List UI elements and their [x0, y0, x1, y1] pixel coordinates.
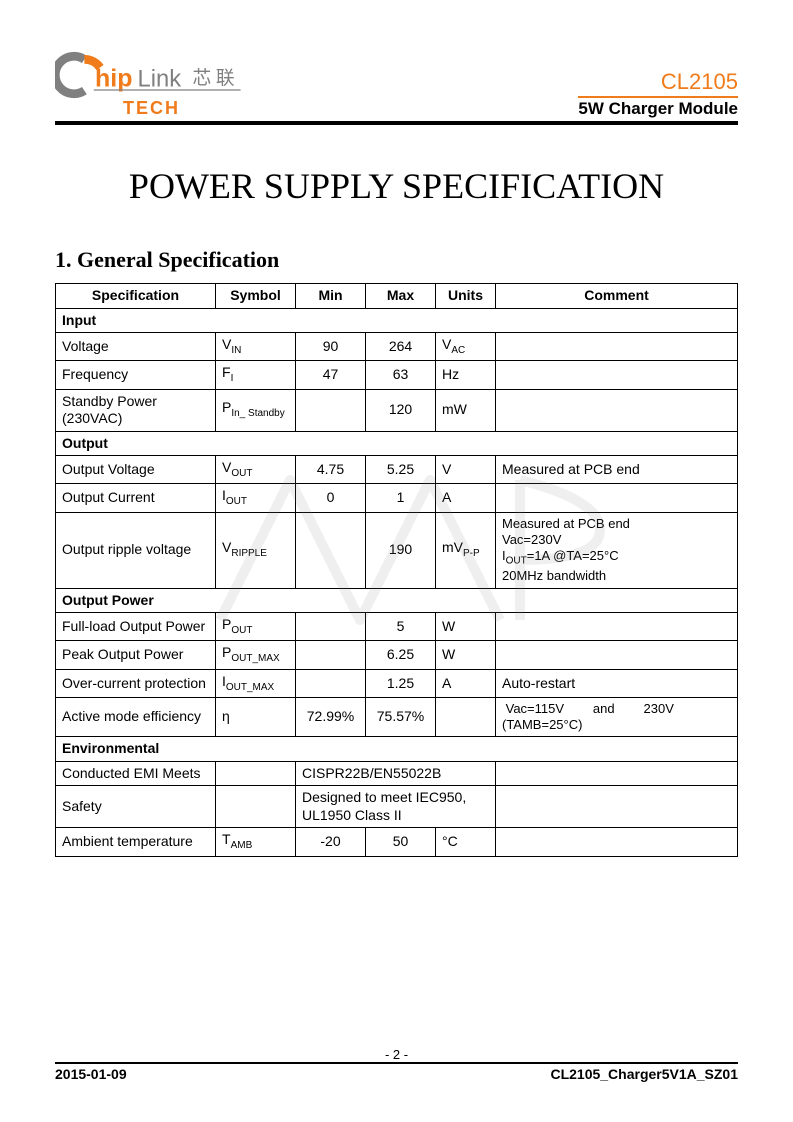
- page-title: POWER SUPPLY SPECIFICATION: [55, 165, 738, 207]
- logo-tech-text: TECH: [123, 98, 245, 119]
- table-row: Output ripple voltageVRIPPLE190mVP-PMeas…: [56, 512, 738, 588]
- footer-date: 2015-01-09: [55, 1066, 127, 1082]
- th-units: Units: [436, 284, 496, 309]
- module-name: 5W Charger Module: [578, 99, 738, 119]
- section-heading: 1. General Specification: [55, 247, 738, 273]
- th-symbol: Symbol: [216, 284, 296, 309]
- svg-text:Link: Link: [138, 65, 182, 92]
- table-row: Active mode efficiencyη72.99%75.57% Vac=…: [56, 697, 738, 737]
- table-row: SafetyDesigned to meet IEC950, UL1950 Cl…: [56, 786, 738, 828]
- table-row: Ambient temperatureTAMB-2050°C: [56, 828, 738, 856]
- table-row: Peak Output PowerPOUT_MAX6.25W: [56, 641, 738, 669]
- th-min: Min: [296, 284, 366, 309]
- th-comment: Comment: [496, 284, 738, 309]
- spec-table: Specification Symbol Min Max Units Comme…: [55, 283, 738, 857]
- table-row: Full-load Output PowerPOUT5W: [56, 613, 738, 641]
- page-footer: 2015-01-09 CL2105_Charger5V1A_SZ01: [55, 1062, 738, 1082]
- table-row: VoltageVIN90264VAC: [56, 333, 738, 361]
- table-section-row: Input: [56, 308, 738, 333]
- footer-doc-id: CL2105_Charger5V1A_SZ01: [550, 1066, 738, 1082]
- table-section-row: Output Power: [56, 588, 738, 613]
- chiplink-logo: hip Link 芯 联: [55, 50, 245, 100]
- table-section-row: Environmental: [56, 737, 738, 762]
- table-row: Standby Power (230VAC)PIn_ Standby120mW: [56, 389, 738, 431]
- table-row: Conducted EMI MeetsCISPR22B/EN55022B: [56, 761, 738, 786]
- table-section-row: Output: [56, 431, 738, 456]
- page-number: - 2 -: [0, 1047, 793, 1062]
- part-number: CL2105: [578, 69, 738, 98]
- page-header: hip Link 芯 联 TECH CL2105 5W Charger Modu…: [55, 50, 738, 125]
- logo-block: hip Link 芯 联 TECH: [55, 50, 245, 119]
- table-row: Output VoltageVOUT4.755.25VMeasured at P…: [56, 456, 738, 484]
- svg-text:芯 联: 芯 联: [193, 67, 235, 89]
- th-max: Max: [366, 284, 436, 309]
- table-row: Over-current protectionIOUT_MAX1.25AAuto…: [56, 669, 738, 697]
- table-row: Output CurrentIOUT01A: [56, 484, 738, 512]
- table-header-row: Specification Symbol Min Max Units Comme…: [56, 284, 738, 309]
- svg-text:hip: hip: [95, 64, 133, 92]
- header-right: CL2105 5W Charger Module: [578, 69, 738, 119]
- th-spec: Specification: [56, 284, 216, 309]
- table-row: FrequencyFI4763Hz: [56, 361, 738, 389]
